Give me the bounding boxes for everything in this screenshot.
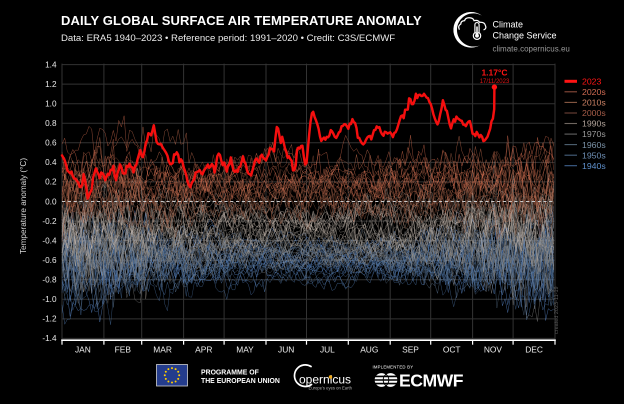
svg-text:0.6: 0.6 [45,139,57,148]
svg-text:1950s: 1950s [582,150,606,160]
svg-text:OCT: OCT [443,345,461,355]
svg-text:Europe’s eyes on Earth: Europe’s eyes on Earth [309,386,353,391]
svg-text:DAILY GLOBAL SURFACE AIR TEMPE: DAILY GLOBAL SURFACE AIR TEMPERATURE ANO… [61,13,422,28]
svg-text:MAR: MAR [153,345,172,355]
svg-text:FEB: FEB [115,345,132,355]
svg-text:SEP: SEP [402,345,419,355]
svg-text:climate.copernicus.eu: climate.copernicus.eu [493,45,570,54]
svg-text:created 2023-11-19: created 2023-11-19 [554,286,560,334]
svg-text:0.4: 0.4 [45,158,57,167]
svg-text:2000s: 2000s [582,108,606,118]
svg-text:NOV: NOV [484,345,503,355]
svg-text:0.2: 0.2 [45,178,57,187]
svg-text:AUG: AUG [360,345,378,355]
svg-text:-0.8: -0.8 [42,276,57,285]
svg-text:2020s: 2020s [582,87,606,97]
svg-text:-1.2: -1.2 [42,315,57,324]
svg-text:2010s: 2010s [582,98,606,108]
svg-text:0.8: 0.8 [45,119,57,128]
svg-text:1940s: 1940s [582,161,606,171]
svg-text:APR: APR [195,345,212,355]
svg-text:1.0: 1.0 [45,100,57,109]
svg-text:PROGRAMME OF: PROGRAMME OF [201,370,259,377]
svg-text:ECMWF: ECMWF [399,371,464,391]
svg-text:1970s: 1970s [582,129,606,139]
svg-text:-0.4: -0.4 [42,236,57,245]
svg-text:opernicus: opernicus [299,373,351,387]
svg-text:Change Service: Change Service [493,31,557,41]
svg-text:0.0: 0.0 [45,197,57,206]
svg-text:JUL: JUL [320,345,335,355]
svg-text:1990s: 1990s [582,119,606,129]
svg-text:JUN: JUN [278,345,294,355]
svg-text:17/11/2023: 17/11/2023 [480,79,510,85]
svg-text:THE EUROPEAN UNION: THE EUROPEAN UNION [201,378,280,385]
svg-text:DEC: DEC [525,345,543,355]
svg-text:-0.6: -0.6 [42,256,57,265]
svg-text:Data: ERA5 1940–2023 • Refer: Data: ERA5 1940–2023 • Reference period:… [61,33,395,44]
svg-text:1960s: 1960s [582,140,606,150]
svg-text:-1.4: -1.4 [42,334,57,343]
svg-text:MAY: MAY [236,345,254,355]
svg-text:-1.0: -1.0 [42,295,57,304]
svg-text:JAN: JAN [75,345,91,355]
svg-text:2023: 2023 [582,77,601,87]
svg-text:1.2: 1.2 [45,80,57,89]
svg-text:Temperature anomaly (°C): Temperature anomaly (°C) [19,158,28,254]
svg-text:1.4: 1.4 [45,60,57,69]
svg-text:1.17°C: 1.17°C [481,68,507,78]
svg-text:Climate: Climate [493,20,524,30]
svg-text:IMPLEMENTED BY: IMPLEMENTED BY [373,365,414,370]
svg-text:-0.2: -0.2 [42,217,57,226]
